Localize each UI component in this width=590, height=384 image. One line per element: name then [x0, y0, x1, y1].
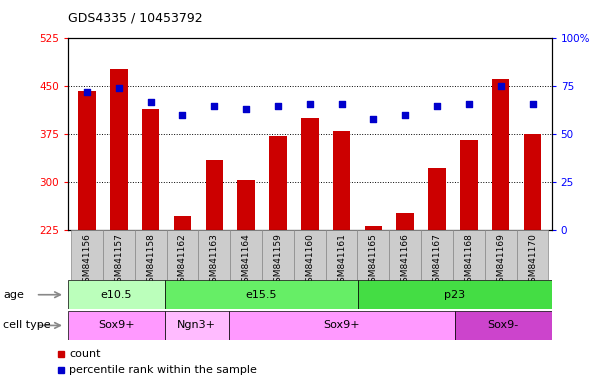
Bar — [135, 230, 166, 280]
Point — [464, 101, 474, 107]
Bar — [421, 230, 453, 280]
Text: count: count — [70, 349, 101, 359]
Bar — [365, 226, 382, 374]
Bar — [428, 168, 446, 374]
Bar — [166, 230, 198, 280]
Bar — [198, 230, 230, 280]
Bar — [326, 230, 358, 280]
Text: Sox9-: Sox9- — [488, 320, 519, 331]
Text: GSM841162: GSM841162 — [178, 233, 187, 288]
Bar — [71, 230, 103, 280]
Point — [432, 103, 442, 109]
Bar — [230, 230, 262, 280]
Text: GSM841156: GSM841156 — [83, 233, 91, 288]
Bar — [492, 79, 510, 374]
Text: e10.5: e10.5 — [100, 290, 132, 300]
Text: p23: p23 — [444, 290, 466, 300]
Bar — [460, 139, 478, 374]
Bar — [517, 230, 549, 280]
Bar — [165, 311, 229, 340]
Bar — [78, 91, 96, 374]
Bar — [294, 230, 326, 280]
Bar — [455, 311, 552, 340]
Bar — [262, 230, 294, 280]
Text: GSM841168: GSM841168 — [464, 233, 473, 288]
Point — [178, 112, 187, 118]
Text: GSM841167: GSM841167 — [432, 233, 441, 288]
Bar — [165, 280, 358, 309]
Text: GSM841166: GSM841166 — [401, 233, 409, 288]
Bar — [237, 180, 255, 374]
Text: GSM841163: GSM841163 — [210, 233, 219, 288]
Bar — [103, 230, 135, 280]
Text: Sox9+: Sox9+ — [324, 320, 360, 331]
Bar — [524, 134, 541, 374]
Point — [209, 103, 219, 109]
Bar — [301, 118, 319, 374]
Text: cell type: cell type — [3, 320, 51, 331]
Point — [369, 116, 378, 122]
Point — [496, 83, 506, 89]
Text: GDS4335 / 10453792: GDS4335 / 10453792 — [68, 12, 202, 25]
Text: Ngn3+: Ngn3+ — [178, 320, 217, 331]
Bar — [173, 216, 191, 374]
Text: age: age — [3, 290, 24, 300]
Text: GSM841158: GSM841158 — [146, 233, 155, 288]
Bar — [485, 230, 517, 280]
Bar — [453, 230, 485, 280]
Bar — [142, 109, 159, 374]
Point — [528, 101, 537, 107]
Text: GSM841160: GSM841160 — [305, 233, 314, 288]
Point — [82, 89, 91, 95]
Bar — [68, 280, 165, 309]
Text: Sox9+: Sox9+ — [98, 320, 135, 331]
Bar — [333, 131, 350, 374]
Text: GSM841159: GSM841159 — [273, 233, 283, 288]
Bar — [358, 280, 552, 309]
Text: GSM841161: GSM841161 — [337, 233, 346, 288]
Point — [337, 101, 346, 107]
Bar — [358, 230, 389, 280]
Bar — [389, 230, 421, 280]
Bar — [110, 69, 127, 374]
Bar — [396, 213, 414, 374]
Text: GSM841157: GSM841157 — [114, 233, 123, 288]
Point — [401, 112, 410, 118]
Text: percentile rank within the sample: percentile rank within the sample — [70, 365, 257, 375]
Point — [114, 85, 123, 91]
Bar — [229, 311, 455, 340]
Bar — [68, 311, 165, 340]
Point — [305, 101, 314, 107]
Text: e15.5: e15.5 — [245, 290, 277, 300]
Text: GSM841170: GSM841170 — [528, 233, 537, 288]
Point — [146, 99, 155, 105]
Point — [241, 106, 251, 113]
Bar — [205, 160, 223, 374]
Bar — [269, 136, 287, 374]
Text: GSM841165: GSM841165 — [369, 233, 378, 288]
Point — [273, 103, 283, 109]
Text: GSM841164: GSM841164 — [241, 233, 251, 288]
Text: GSM841169: GSM841169 — [496, 233, 505, 288]
